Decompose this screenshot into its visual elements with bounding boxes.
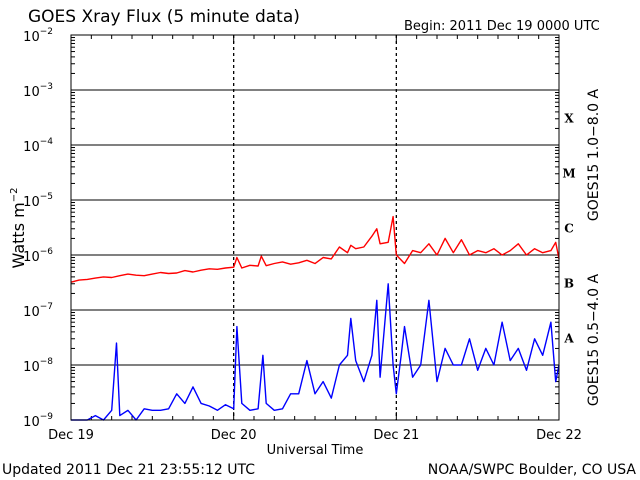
y-tick-label: 10−2 xyxy=(23,27,53,45)
flare-class-label: M xyxy=(562,167,575,181)
footer-updated: Updated 2011 Dec 21 23:55:12 UTC xyxy=(2,462,255,478)
flare-class-label: A xyxy=(563,332,574,346)
chart-title: GOES Xray Flux (5 minute data) xyxy=(28,7,300,27)
x-axis-label: Universal Time xyxy=(267,443,364,458)
y-tick-label: 10−7 xyxy=(23,302,53,320)
footer-source: NOAA/SWPC Boulder, CO USA xyxy=(428,462,637,478)
flare-class-label: X xyxy=(564,112,574,126)
x-tick-label: Dec 20 xyxy=(211,428,257,443)
grid xyxy=(71,35,559,420)
flare-class-label: C xyxy=(564,222,574,236)
y-axis-label: Watts m−2 xyxy=(9,188,28,269)
legend-label-2: GOES15 0.5−4.0 A xyxy=(586,274,602,407)
y-tick-label: 10−3 xyxy=(23,82,53,100)
series-line-1 xyxy=(70,215,560,283)
plot-frame xyxy=(70,34,560,421)
y-axis-label-text: Watts m xyxy=(9,202,28,268)
y-tick-label: 10−6 xyxy=(23,247,53,265)
begin-label: Begin: 2011 Dec 19 0000 UTC xyxy=(404,19,600,34)
y-tick-label: 10−4 xyxy=(23,137,53,155)
y-axis-ticks: 10−9 10−8 10−7 10−6 10−5 10−4 10−3 10−2 xyxy=(23,27,559,430)
y-tick-label: 10−9 xyxy=(23,412,53,430)
flare-class-label: B xyxy=(564,277,574,291)
series-legend: GOES15 1.0−8.0 A GOES15 0.5−4.0 A xyxy=(586,89,602,407)
svg-text:Watts m−2: Watts m−2 xyxy=(9,188,28,269)
flare-class-labels: X M C B A xyxy=(562,112,575,346)
series-line-2 xyxy=(71,283,560,421)
x-axis-ticks: Dec 19 Dec 20 Dec 21 Dec 22 xyxy=(48,35,582,443)
series-lines xyxy=(70,215,560,421)
y-tick-label: 10−8 xyxy=(23,357,53,375)
y-tick-label: 10−5 xyxy=(23,192,53,210)
x-tick-label: Dec 22 xyxy=(536,428,582,443)
x-tick-label: Dec 21 xyxy=(373,428,419,443)
legend-label-1: GOES15 1.0−8.0 A xyxy=(586,89,602,222)
y-axis-label-exponent: −2 xyxy=(9,188,20,203)
x-tick-label: Dec 19 xyxy=(48,428,94,443)
